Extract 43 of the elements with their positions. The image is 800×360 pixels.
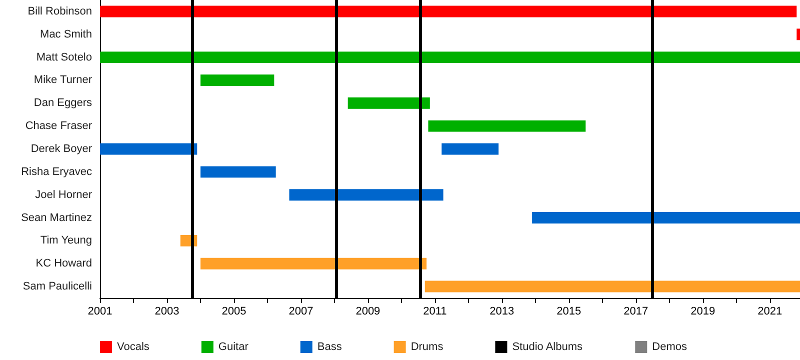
bar: [428, 120, 586, 132]
bar: [348, 97, 430, 109]
y-tick-label: Risha Eryavec: [21, 166, 92, 178]
y-tick-label: Chase Fraser: [25, 120, 92, 132]
bar: [442, 143, 499, 155]
x-tick-label: 2003: [154, 306, 180, 318]
y-tick-label: Matt Sotelo: [36, 51, 92, 64]
x-tick-label: 2021: [758, 306, 782, 318]
x-tick-label: 2005: [222, 306, 246, 318]
x-tick-label: 2011: [423, 306, 447, 318]
x-tick-label: 2009: [356, 306, 380, 318]
y-tick-label: Derek Boyer: [30, 143, 92, 155]
bar: [200, 258, 427, 270]
y-tick-label: Sean Martinez: [21, 212, 92, 224]
bar: [424, 280, 800, 292]
x-tick-label: 2007: [288, 306, 314, 318]
bar: [796, 28, 800, 40]
legend-label: Demos: [652, 341, 688, 353]
y-tick-label: Bill Robinson: [28, 5, 92, 18]
x-tick-label: 2015: [556, 306, 582, 318]
x-tick-label: 2001: [88, 306, 112, 318]
y-tick-label: Joel Horner: [35, 188, 92, 201]
bar: [532, 212, 800, 224]
bar: [100, 143, 198, 155]
y-tick-label: Mike Turner: [34, 74, 92, 86]
y-tick-label: Mac Smith: [40, 28, 92, 40]
y-tick-label: Dan Eggers: [34, 97, 92, 110]
bar: [200, 166, 276, 178]
legend-label: Bass: [317, 341, 342, 353]
y-tick-label: Tim Yeung: [40, 234, 92, 247]
y-tick-label: Sam Paulicelli: [22, 280, 92, 293]
legend-label: Drums: [410, 341, 444, 353]
y-tick-label: KC Howard: [36, 258, 92, 270]
x-tick-label: 2013: [490, 306, 514, 318]
bar: [289, 189, 444, 201]
bar: [100, 6, 797, 18]
legend-label: Vocals: [117, 341, 150, 353]
legend-label: Studio Albums: [512, 341, 584, 353]
bar: [100, 52, 800, 64]
legend-label: Guitar: [218, 341, 249, 353]
x-tick-label: 2017: [624, 306, 648, 318]
x-tick-label: 2019: [690, 306, 716, 318]
bar: [200, 74, 274, 86]
